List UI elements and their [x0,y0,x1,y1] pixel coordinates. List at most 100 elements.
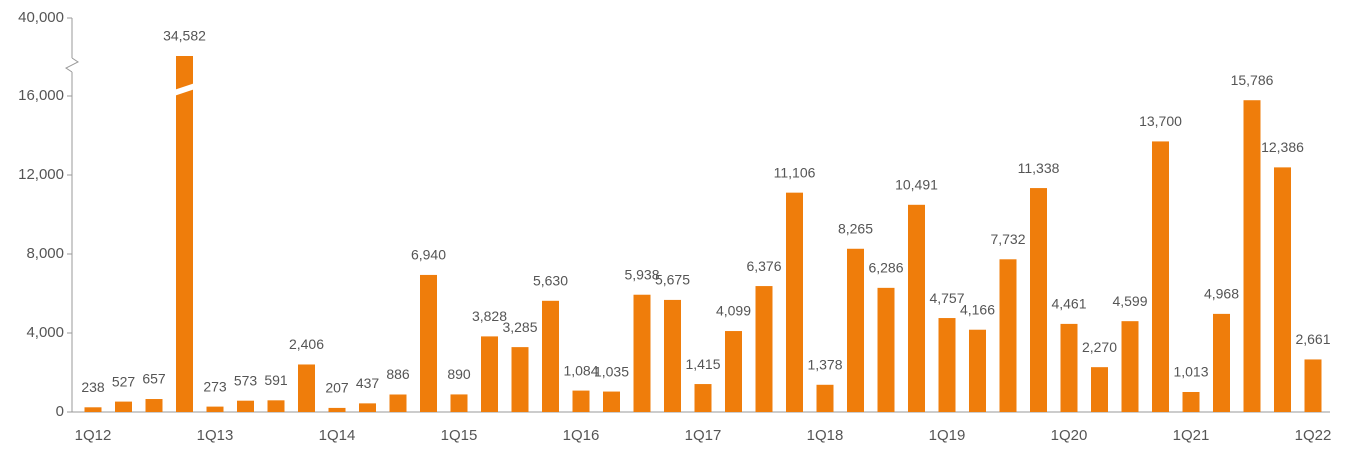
value-label: 657 [142,371,166,387]
bar [1121,321,1139,412]
bar [145,399,163,412]
x-tick-label: 1Q13 [197,427,234,444]
value-label: 1,378 [807,356,842,372]
value-label: 1,084 [563,362,598,378]
value-label: 4,166 [960,301,995,317]
value-label: 15,786 [1231,72,1274,88]
y-tick-label: 12,000 [18,166,64,183]
value-label: 890 [447,366,471,382]
bar [877,287,895,412]
bar [389,394,407,412]
y-tick-label: 16,000 [18,87,64,104]
bar [1243,100,1261,412]
bar [298,364,315,412]
bar [1182,391,1200,412]
bar [1213,313,1230,412]
value-label: 5,938 [624,266,659,282]
bar-break [174,83,195,96]
x-tick-label: 1Q15 [441,427,478,444]
bar [603,391,620,412]
bar [542,300,559,412]
bar [176,56,193,412]
value-label: 12,386 [1261,139,1304,155]
bar [1274,167,1291,412]
bar [115,401,132,412]
bar [206,406,224,412]
x-tick-label: 1Q19 [929,427,966,444]
bar [694,384,712,412]
axis-break [65,57,79,73]
value-label: 273 [203,378,227,394]
value-label: 3,285 [502,319,537,335]
x-tick-label: 1Q12 [75,427,112,444]
x-tick-label: 1Q18 [807,427,844,444]
value-label: 527 [112,373,136,389]
bar [786,192,803,412]
bar [847,248,864,412]
value-label: 4,461 [1051,296,1086,312]
value-label: 886 [386,366,410,382]
bar [481,336,498,412]
y-tick-label: 0 [56,403,64,420]
bar [938,318,956,412]
value-label: 11,106 [774,164,816,180]
value-label: 207 [325,380,349,396]
value-label: 5,675 [655,272,690,288]
value-label: 10,491 [895,177,938,193]
value-label: 7,732 [990,231,1025,247]
value-label: 238 [81,379,105,395]
bar [816,384,834,412]
y-tick-label: 8,000 [26,245,64,262]
value-label: 573 [234,372,258,388]
value-label: 6,940 [411,247,446,263]
value-label: 6,286 [868,260,903,276]
x-tick-label: 1Q14 [319,427,356,444]
bar [1091,367,1108,412]
x-tick-label: 1Q16 [563,427,600,444]
value-label: 11,338 [1018,160,1060,176]
bar [359,403,376,412]
value-label: 3,828 [472,308,507,324]
bar [1152,141,1169,413]
bar [84,407,102,412]
x-tick-label: 1Q20 [1051,427,1088,444]
bar [572,390,590,412]
value-label: 4,968 [1204,286,1239,302]
value-label: 2,270 [1082,339,1117,355]
value-label: 34,582 [163,28,206,44]
value-label: 8,265 [838,220,873,236]
bar [450,394,468,412]
bar [1304,359,1322,412]
bar [328,407,346,412]
bar [420,274,437,412]
value-label: 4,599 [1112,293,1147,309]
bar [908,204,925,412]
y-tick-label: 4,000 [26,324,64,341]
bar [1060,323,1078,412]
x-tick-label: 1Q22 [1295,427,1332,444]
value-label: 2,406 [289,336,324,352]
value-label: 4,099 [716,303,751,319]
value-label: 1,415 [685,356,720,372]
value-label: 2,661 [1295,331,1330,347]
bar [1030,188,1047,412]
bar [999,259,1017,412]
value-label: 6,376 [746,258,781,274]
bar [267,400,285,412]
bar [633,294,651,412]
x-tick-label: 1Q21 [1173,427,1210,444]
value-label: 437 [356,375,380,391]
value-label: 4,757 [929,290,964,306]
bar [755,286,773,412]
value-label: 5,630 [533,273,568,289]
value-label: 1,035 [594,363,629,379]
bar [969,329,986,412]
bar [725,331,742,412]
value-label: 591 [264,372,288,388]
bar [664,299,681,412]
y-tick-label: 40,000 [18,9,64,26]
x-tick-label: 1Q17 [685,427,722,444]
value-label: 1,013 [1173,364,1208,380]
